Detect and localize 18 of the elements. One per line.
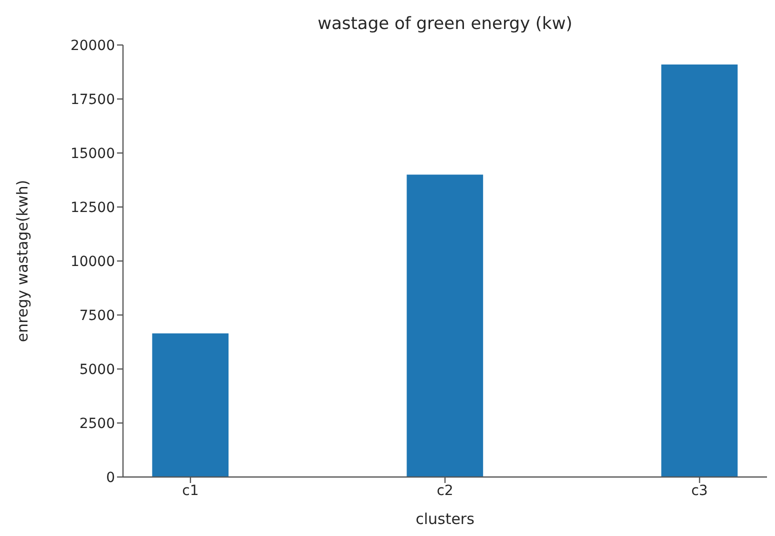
bar — [661, 64, 738, 477]
y-tick-label: 15000 — [70, 146, 115, 162]
y-tick-label: 20000 — [70, 38, 115, 54]
x-axis-title: clusters — [416, 510, 475, 528]
bar — [152, 333, 229, 477]
x-tick-label: c1 — [182, 482, 199, 499]
y-axis-title: enregy wastage(kwh) — [13, 180, 32, 342]
x-tick-label: c3 — [691, 482, 708, 499]
y-tick-label: 17500 — [70, 92, 115, 108]
chart-title: wastage of green energy (kw) — [316, 14, 574, 34]
y-tick-label: 0 — [106, 470, 115, 486]
y-tick-label: 2500 — [79, 416, 115, 432]
y-tick-label: 10000 — [70, 254, 115, 270]
y-tick-label: 5000 — [79, 362, 115, 378]
bar — [406, 174, 484, 477]
x-tick-label: c2 — [436, 482, 454, 499]
y-tick-label: 7500 — [79, 308, 115, 324]
y-tick-label: 12500 — [70, 200, 115, 216]
